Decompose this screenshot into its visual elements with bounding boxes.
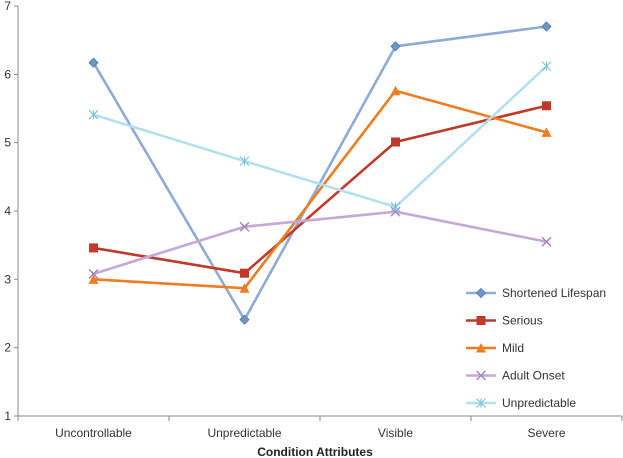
x-tick-label: Uncontrollable (55, 426, 132, 440)
data-point-mild (390, 85, 401, 96)
data-point-unpredictable (541, 61, 552, 72)
data-point-adult-onset (239, 221, 250, 232)
x-tick-label: Unpredictable (207, 426, 281, 440)
data-point-adult-onset (88, 268, 99, 279)
legend-marker-adult-onset (476, 370, 486, 381)
legend-item-shortened-lifespan: Shortened Lifespan (466, 286, 606, 300)
y-tick-label: 4 (4, 204, 11, 218)
y-tick-label: 2 (4, 341, 11, 355)
legend-marker-serious (476, 316, 486, 325)
legend-item-mild: Mild (466, 341, 524, 355)
legend-marker-unpredictable (476, 398, 486, 408)
data-point-shortened-lifespan (239, 314, 250, 325)
legend-marker-shortened-lifespan (475, 287, 487, 299)
axes (14, 5, 623, 421)
legend-item-adult-onset: Adult Onset (466, 369, 565, 383)
data-point-adult-onset (390, 206, 401, 217)
legend: Shortened Lifespan Serious Mild Adult Onset… (466, 286, 606, 410)
data-point-shortened-lifespan (88, 57, 99, 68)
series-line-shortened-lifespan (92, 25, 548, 321)
data-point-serious (240, 268, 249, 278)
legend-label-adult-onset: Adult Onset (502, 369, 565, 383)
series-line-unpredictable (92, 64, 548, 209)
legend-item-unpredictable: Unpredictable (466, 396, 576, 410)
x-tick-label: Severe (527, 426, 565, 440)
y-tick-label: 5 (4, 136, 11, 150)
legend-label-unpredictable: Unpredictable (502, 396, 576, 410)
y-tick-label: 3 (4, 272, 11, 286)
x-axis-title: Condition Attributes (257, 445, 373, 458)
data-point-shortened-lifespan (390, 41, 401, 52)
series-line-serious (92, 104, 548, 275)
series-markers (88, 21, 552, 325)
data-point-mild (541, 127, 552, 137)
y-tick-label: 1 (4, 409, 11, 423)
data-point-serious (391, 137, 400, 147)
data-point-mild (239, 283, 250, 293)
series-lines (92, 25, 548, 321)
x-tick-labels: Uncontrollable Unpredictable Visible Severe (55, 426, 566, 440)
y-tick-labels: 1 2 3 4 5 6 7 (4, 0, 11, 423)
series-line-mild (92, 89, 548, 290)
data-point-unpredictable (239, 156, 250, 167)
data-point-unpredictable (88, 109, 99, 120)
legend-label-shortened-lifespan: Shortened Lifespan (502, 286, 606, 300)
data-point-shortened-lifespan (541, 21, 552, 32)
legend-item-serious: Serious (466, 314, 543, 328)
data-point-mild (88, 274, 99, 284)
legend-marker-mild (476, 343, 486, 353)
legend-label-mild: Mild (502, 341, 524, 355)
x-tick-label: Visible (378, 426, 413, 440)
data-point-adult-onset (541, 236, 552, 247)
data-point-unpredictable (390, 201, 401, 212)
data-point-serious (89, 243, 98, 253)
y-tick-label: 6 (4, 67, 11, 81)
legend-label-serious: Serious (502, 314, 543, 328)
data-point-serious (542, 101, 551, 111)
y-tick-label: 7 (4, 0, 11, 13)
series-line-adult-onset (92, 210, 548, 276)
